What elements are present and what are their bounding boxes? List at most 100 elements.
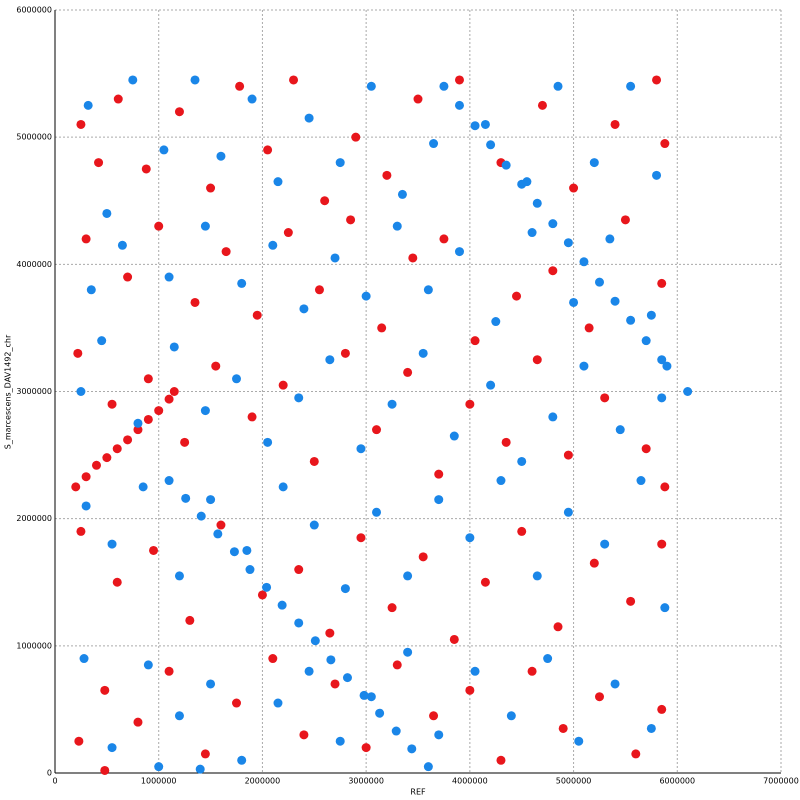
point (636, 476, 646, 486)
point (143, 414, 153, 424)
point (434, 495, 444, 505)
point (330, 679, 340, 689)
point (76, 387, 86, 396)
point (76, 119, 86, 129)
point (454, 100, 464, 110)
point (216, 151, 226, 161)
point (242, 545, 252, 555)
point (589, 158, 599, 168)
point (100, 685, 110, 695)
point (159, 145, 169, 155)
point (486, 140, 496, 150)
point (245, 565, 255, 575)
point (392, 221, 402, 231)
point (470, 666, 480, 676)
point (657, 393, 667, 403)
y-tick-label: 1000000 (16, 641, 52, 650)
point (211, 361, 221, 371)
point (465, 685, 475, 695)
point (314, 285, 324, 295)
point (123, 435, 133, 445)
point (200, 406, 210, 416)
point (662, 361, 672, 371)
point (652, 170, 662, 180)
point (626, 315, 636, 325)
point (304, 113, 314, 123)
point (563, 238, 573, 248)
point (206, 183, 216, 193)
point (532, 355, 542, 365)
point (569, 183, 579, 193)
point (434, 469, 444, 479)
point (532, 198, 542, 208)
x-tick-label: 1000000 (141, 777, 177, 786)
point (113, 94, 123, 104)
point (138, 482, 148, 492)
point (294, 618, 304, 628)
point (263, 437, 273, 447)
point (154, 762, 164, 772)
point (235, 81, 245, 91)
point (532, 571, 542, 581)
point (584, 323, 594, 333)
point (641, 444, 651, 454)
x-tick-label: 0 (52, 777, 57, 786)
point (615, 425, 625, 435)
point (112, 577, 122, 587)
point (169, 387, 179, 396)
point (154, 221, 164, 231)
point (335, 736, 345, 746)
point (660, 603, 670, 613)
point (403, 571, 413, 581)
point (423, 285, 433, 295)
point (143, 374, 153, 384)
point (377, 323, 387, 333)
point (600, 539, 610, 549)
point (149, 545, 159, 555)
point (356, 444, 366, 454)
point (449, 431, 459, 441)
point (403, 367, 413, 377)
point (200, 749, 210, 759)
point (486, 380, 496, 390)
point (631, 749, 641, 759)
point (268, 654, 278, 664)
point (589, 558, 599, 568)
point (429, 139, 439, 149)
point (81, 234, 91, 244)
point (527, 228, 537, 238)
point (257, 590, 267, 600)
point (646, 723, 656, 733)
point (325, 355, 335, 365)
point (213, 529, 223, 539)
point (277, 600, 287, 610)
point (299, 730, 309, 740)
point (506, 711, 516, 721)
point (626, 81, 636, 91)
point (196, 511, 206, 521)
point (180, 437, 190, 447)
point (247, 412, 257, 422)
point (361, 743, 371, 753)
point (361, 291, 371, 301)
point (491, 317, 501, 327)
point (174, 711, 184, 721)
point (527, 666, 537, 676)
point (304, 666, 314, 676)
point (107, 539, 117, 549)
point (351, 132, 361, 142)
point (641, 336, 651, 346)
point (346, 215, 356, 225)
point (553, 81, 563, 91)
point (112, 444, 122, 454)
point (382, 170, 392, 180)
point (563, 507, 573, 517)
point (326, 655, 336, 665)
y-tick-label: 5000000 (16, 133, 52, 142)
point (600, 393, 610, 403)
point (454, 247, 464, 257)
point (190, 297, 200, 307)
x-tick-label: 5000000 (556, 777, 592, 786)
point (391, 726, 401, 736)
